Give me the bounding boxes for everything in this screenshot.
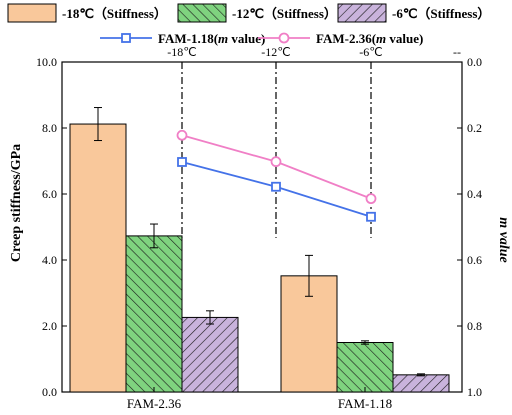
m-value-lines [176,129,377,222]
line-point [365,193,377,205]
bar [181,316,239,393]
y2-tick-label: 0.6 [467,253,482,267]
y2-axis-title: m value [496,217,511,263]
legend-label: FAM-1.18(m value) [158,31,265,46]
bar [69,123,127,393]
y-tick-label: 8.0 [42,121,57,135]
top-label: -6℃ [359,45,382,59]
y2-tick-label: 1.0 [467,385,482,399]
y-tick-label: 2.0 [42,319,57,333]
y-tick-label: 6.0 [42,187,57,201]
legend-swatch [7,3,57,23]
legend-label: -6℃（Stiffness） [392,6,490,21]
bar [125,235,183,393]
bar [336,342,394,393]
legend-marker [278,32,290,44]
y2-tick-label: 0.8 [467,319,482,333]
legend-swatch [177,3,227,23]
y-tick-label: 10.0 [36,55,57,69]
x-tick-label: FAM-1.18 [338,396,392,411]
legend-swatch [337,3,387,23]
line-point [177,157,187,167]
top-label: -- [453,45,461,59]
y-tick-label: 4.0 [42,253,57,267]
legend: -18℃（Stiffness） -12℃（Stiffness） -6℃（Stiffn… [7,3,490,46]
y2-tick-label: 0.2 [467,121,482,135]
axes: 0.0 2.0 4.0 6.0 8.0 10.0 0.0 0.2 0.4 0.6 0.8 1.0 FAM… [36,55,482,411]
legend-marker [121,33,131,43]
plot-border [61,61,463,393]
y-axis-title: Creep stiffness/GPa [9,144,24,262]
top-label: -12℃ [261,45,290,59]
y2-tick-label: 0.4 [467,187,482,201]
bar [392,374,450,393]
line-point [176,129,188,141]
line-point [366,211,376,222]
temperature-guides: -18℃ -12℃ -6℃ -- [167,45,461,238]
line-point [270,156,282,168]
top-label: -18℃ [167,45,196,59]
y-tick-label: 0.0 [42,385,57,399]
x-tick-label: FAM-2.36 [127,396,182,411]
bars [69,107,450,393]
plot-frame [61,61,463,393]
y2-tick-label: 0.0 [467,55,482,69]
legend-label: -12℃（Stiffness） [232,6,337,21]
legend-label: -18℃（Stiffness） [62,6,167,21]
line-point [271,181,281,192]
legend-label: FAM-2.36(m value) [316,31,423,46]
